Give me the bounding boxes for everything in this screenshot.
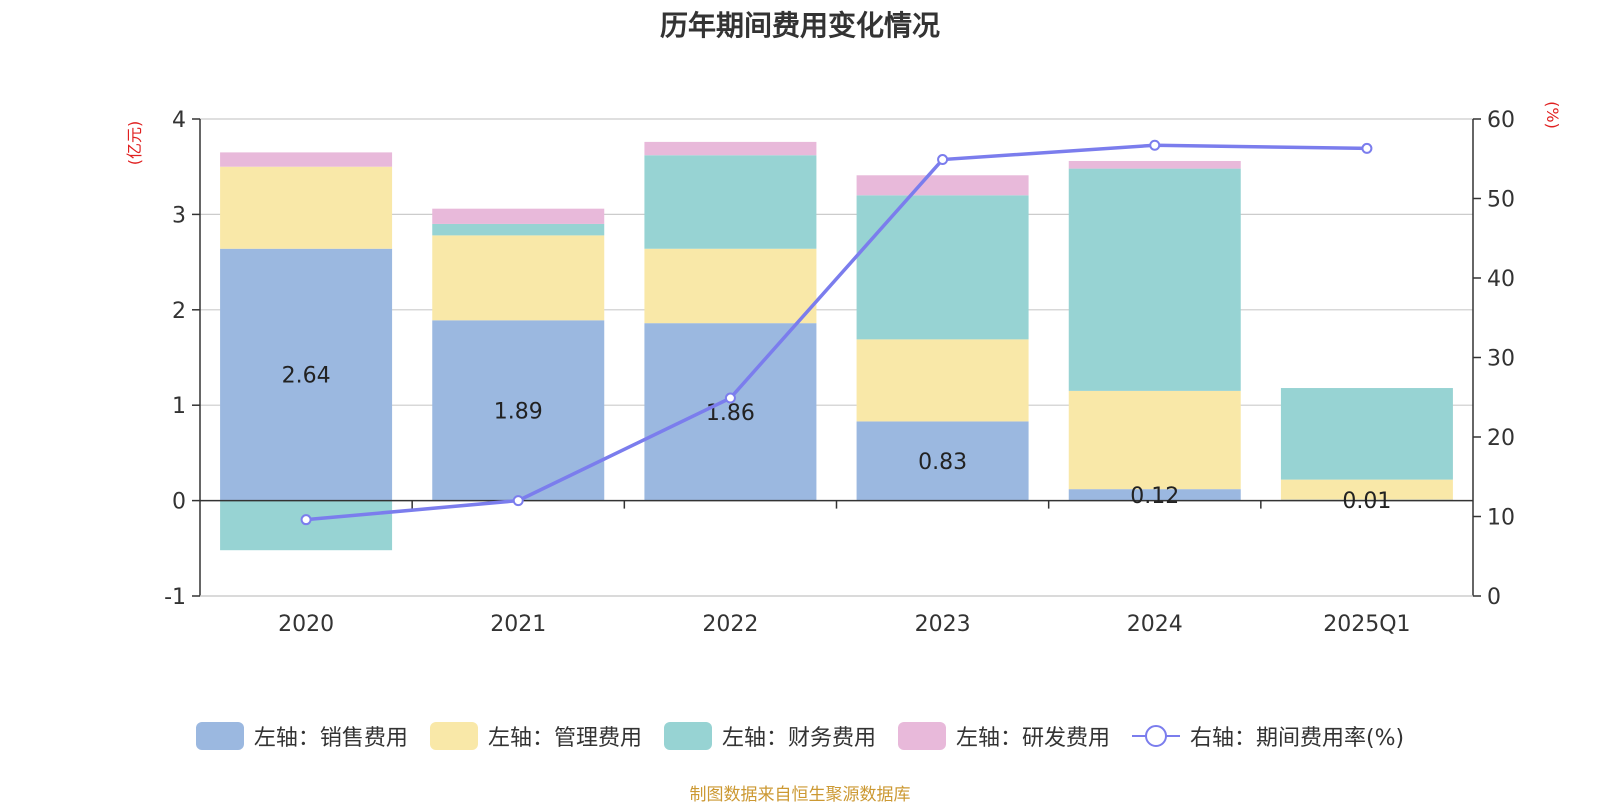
data-label: 0.12 (1130, 484, 1179, 509)
legend-item[interactable]: 左轴：研发费用 (897, 720, 1110, 752)
legend-swatch (195, 722, 244, 750)
x-tick-label: 2021 (490, 612, 546, 637)
legend-item[interactable]: 左轴：财务费用 (663, 720, 876, 752)
x-tick-label: 2023 (915, 612, 971, 637)
y-right-tick-label: 60 (1487, 108, 1515, 133)
bar-2022 (644, 323, 817, 501)
source-note: 制图数据来自恒生聚源数据库 (689, 785, 911, 805)
y-right-tick-label: 10 (1487, 506, 1515, 531)
data-label: 0.83 (918, 450, 967, 475)
legend-label: 左轴：管理费用 (487, 726, 642, 751)
rate-point (937, 154, 949, 166)
legend: 左轴：销售费用 左轴：管理费用 左轴：财务费用 左轴：研发费用 右轴：期间费用率(%) (0, 720, 1600, 752)
legend-swatch (663, 722, 712, 750)
bar-2024 (1068, 160, 1241, 169)
rate-point (1149, 139, 1161, 151)
bar-2024 (1068, 390, 1241, 490)
bar-2023 (856, 195, 1029, 340)
rate-point (724, 392, 736, 404)
y-left-tick-label: 0 (172, 490, 186, 515)
bar-2023 (856, 175, 1029, 196)
legend-swatch (429, 722, 478, 750)
bar-2024 (1068, 489, 1241, 501)
legend-item[interactable]: 左轴：管理费用 (429, 720, 642, 752)
y-right-tick-label: 20 (1487, 426, 1515, 451)
bar-2020 (220, 248, 393, 501)
bar-2022 (644, 141, 817, 156)
bar-2021 (432, 320, 605, 501)
bar-2023 (856, 421, 1029, 501)
y-left-tick-label: 4 (172, 108, 186, 133)
legend-label: 右轴：期间费用率(%) (1189, 726, 1405, 751)
y-axis-left-label: (亿元) (125, 121, 144, 166)
bar-2023 (856, 339, 1029, 422)
y-right-tick-label: 40 (1487, 267, 1515, 292)
y-left-tick-label: -1 (164, 585, 186, 610)
bar-2020 (220, 500, 393, 551)
bar-2025Q1 (1280, 479, 1453, 500)
legend-label: 左轴：销售费用 (253, 726, 408, 751)
bar-2022 (644, 155, 817, 249)
data-label: 0.01 (1342, 489, 1391, 514)
x-tick-label: 2025Q1 (1323, 612, 1410, 637)
bar-2022 (644, 248, 817, 324)
y-left-tick-label: 2 (172, 299, 186, 324)
rate-line-path (305, 143, 1367, 522)
bar-2021 (432, 208, 605, 224)
rate-point (300, 514, 312, 526)
legend-line-marker (1131, 725, 1180, 747)
bar-2025Q1 (1280, 388, 1453, 480)
bar-2020 (220, 166, 393, 249)
legend-label: 左轴：研发费用 (955, 726, 1110, 751)
bar-2021 (432, 235, 605, 321)
bar-2020 (220, 152, 393, 167)
y-axis-right-label: (%) (1543, 101, 1562, 129)
axes: 2020 2021 2022 2023 2024 2025Q1-1012340102030… (164, 108, 1515, 637)
y-left-tick-label: 3 (172, 203, 186, 228)
y-right-tick-label: 30 (1487, 347, 1515, 372)
legend-label: 左轴：财务费用 (721, 726, 876, 751)
x-tick-label: 2024 (1127, 612, 1183, 637)
rate-line (300, 139, 1373, 526)
y-right-tick-label: 50 (1487, 188, 1515, 213)
rate-point (512, 495, 524, 507)
legend-item[interactable]: 右轴：期间费用率(%) (1131, 720, 1405, 752)
x-tick-label: 2020 (278, 612, 334, 637)
legend-swatch (897, 722, 946, 750)
chart-title: 历年期间费用变化情况 (659, 9, 940, 42)
data-label: 2.64 (282, 364, 331, 389)
bar-2024 (1068, 168, 1241, 391)
y-right-tick-label: 0 (1487, 585, 1501, 610)
x-tick-label: 2022 (702, 612, 758, 637)
legend-item[interactable]: 左轴：销售费用 (195, 720, 408, 752)
data-label: 1.89 (494, 399, 543, 424)
bar-2021 (432, 223, 605, 236)
bar-marks (220, 141, 1453, 551)
y-left-tick-label: 1 (172, 394, 186, 419)
rate-point (1361, 142, 1373, 154)
